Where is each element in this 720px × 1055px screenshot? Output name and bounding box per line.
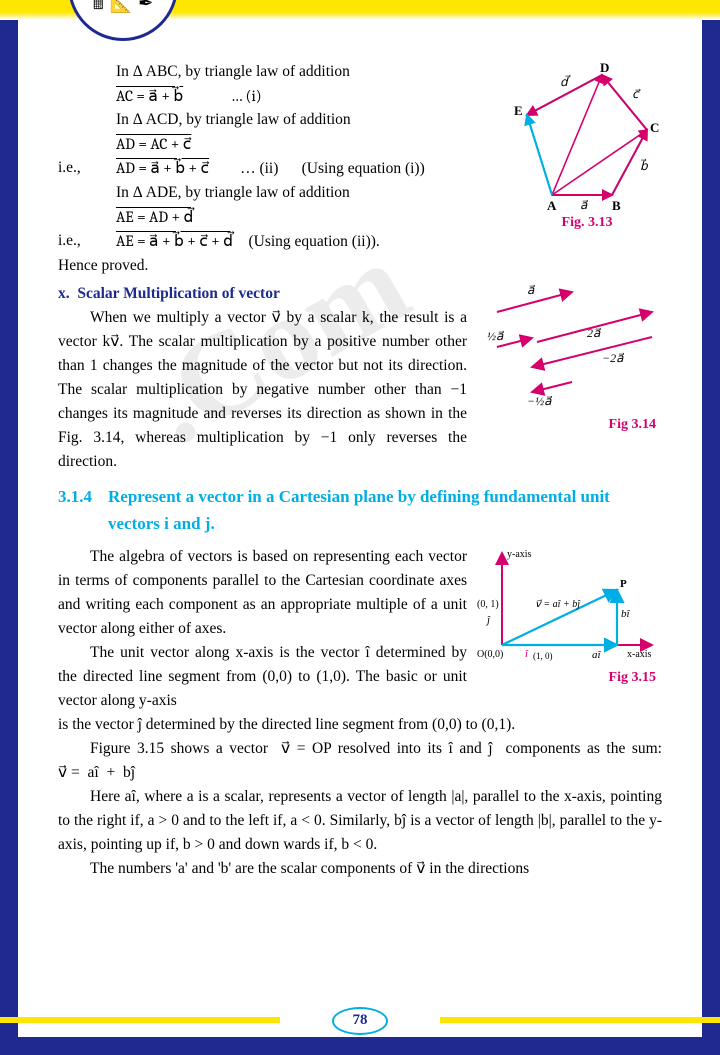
svg-text:P: P [620,578,627,590]
svg-text:D: D [600,60,609,75]
para4: Here aî, where a is a scalar, represents… [58,785,662,857]
line9: Hence proved. [58,254,662,278]
compass-icon: ✒ [138,0,153,18]
svg-text:y-axis: y-axis [507,549,532,560]
svg-text:c⃗: c⃗ [632,87,641,101]
footer-bar-left [0,1017,280,1023]
svg-text:a⃗: a⃗ [580,198,588,210]
ruler-icon: 📐 [110,0,132,18]
fig314-caption: Fig 3.14 [477,414,662,436]
svg-text:2a⃗: 2a⃗ [587,326,601,340]
svg-text:v⃗ = aî + bĵ: v⃗ = aî + bĵ [535,599,581,610]
svg-text:î: î [525,648,529,660]
para5: The numbers 'a' and 'b' are the scalar c… [58,857,662,881]
svg-text:−2a⃗: −2a⃗ [602,351,625,365]
fig313-caption: Fig. 3.13 [512,212,662,234]
page-number-badge: 78 [320,1003,400,1051]
svg-text:E: E [514,103,523,118]
svg-text:bî: bî [621,608,631,620]
footer-bar-right [440,1017,720,1023]
pentagon-svg: A B C D E a⃗ b⃗ c⃗ d⃗ [512,60,662,210]
svg-text:d⃗: d⃗ [560,74,571,89]
svg-text:aî: aî [592,649,602,661]
scalar-svg: a⃗ ½a⃗ 2a⃗ −2a⃗ −½a⃗ [477,282,662,412]
figure-3-13: A B C D E a⃗ b⃗ c⃗ d⃗ Fig. 3.13 [512,60,662,234]
section-314-head: 3.1.4 Represent a vector in a Cartesian … [58,484,662,537]
svg-text:½a⃗: ½a⃗ [487,329,504,343]
page-number: 78 [332,1007,388,1035]
tool-icons-badge: 🖩 📐 ✒ [68,0,178,41]
para2b: is the vector ĵ determined by the direct… [58,713,662,737]
line8-row: i.e., AE = a⃗ + b⃗ + c⃗ + d⃗ (Using equa… [58,229,502,254]
para3: Figure 3.15 shows a vector v⃗ = OP resol… [58,737,662,785]
svg-text:a⃗: a⃗ [527,283,535,297]
svg-text:(0, 1): (0, 1) [477,599,499,610]
fig315-caption: Fig 3.15 [477,667,662,689]
svg-text:A: A [547,198,557,210]
main-content: A B C D E a⃗ b⃗ c⃗ d⃗ Fig. 3.13 In Δ ABC… [58,60,662,881]
line5-row: i.e., AD = a⃗ + b⃗ + c⃗ … (ii) (Using eq… [58,156,502,181]
calculator-icon: 🖩 [93,0,104,18]
figure-3-15: y-axis x-axis O(0,0) P (0, 1) ĵ î (1, 0)… [477,545,662,689]
svg-text:(1, 0): (1, 0) [533,651,553,661]
svg-text:−½a⃗: −½a⃗ [527,394,553,408]
svg-text:B: B [612,198,621,210]
page-frame: 🖩 📐 ✒ .Com A B C D [0,0,720,1055]
svg-text:x-axis: x-axis [627,649,652,660]
svg-text:C: C [650,120,659,135]
section-x-title: Scalar Multiplication of vector [77,285,279,302]
svg-text:ĵ: ĵ [485,614,491,626]
svg-text:O(0,0): O(0,0) [477,649,503,660]
svg-text:b⃗: b⃗ [640,158,649,173]
cartesian-svg: y-axis x-axis O(0,0) P (0, 1) ĵ î (1, 0)… [477,545,662,665]
figure-3-14: a⃗ ½a⃗ 2a⃗ −2a⃗ −½a⃗ Fig 3.14 [477,282,662,436]
